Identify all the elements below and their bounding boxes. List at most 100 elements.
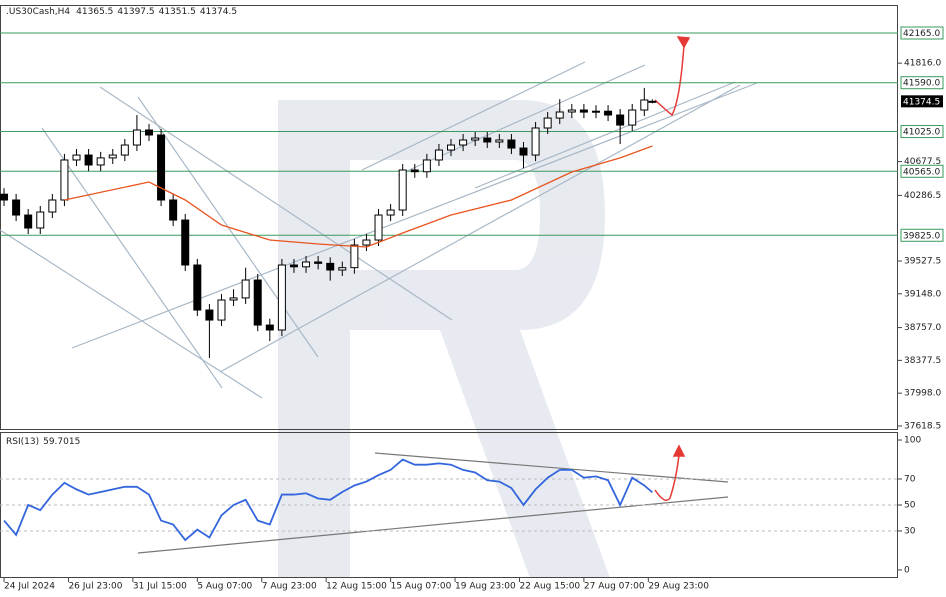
candle-body bbox=[422, 159, 431, 173]
candle-body bbox=[217, 299, 226, 321]
candle-body bbox=[205, 309, 214, 321]
x-tick-label: 22 Aug 15:00 bbox=[519, 582, 580, 592]
candle-body bbox=[241, 279, 250, 299]
candle-body bbox=[519, 147, 528, 156]
candle-body bbox=[338, 267, 347, 271]
level-label-box bbox=[900, 76, 944, 90]
y-tick-label: 40286.5 bbox=[904, 191, 941, 201]
forecast-arrows bbox=[654, 36, 691, 501]
x-tick-label: 31 Jul 15:00 bbox=[133, 582, 187, 592]
candle-body bbox=[434, 149, 443, 161]
candle-body bbox=[386, 209, 395, 216]
x-tick-label: 12 Aug 15:00 bbox=[326, 582, 387, 592]
candle-body bbox=[628, 109, 637, 126]
candle-body bbox=[36, 211, 45, 229]
title: .US30Cash,H4 bbox=[6, 7, 70, 17]
candle-body bbox=[84, 154, 93, 166]
candle-body bbox=[543, 117, 552, 129]
candle-body bbox=[181, 219, 190, 266]
rsi-tick-label: 0 bbox=[904, 565, 910, 575]
ohlc-low: 41351.5 bbox=[159, 7, 196, 17]
candle-body bbox=[48, 199, 57, 213]
level-label-box bbox=[900, 228, 944, 242]
rsi-line bbox=[3, 458, 653, 542]
y-tick-label: 41816.0 bbox=[904, 59, 941, 69]
candle-body bbox=[169, 199, 178, 221]
candle-body bbox=[648, 100, 657, 103]
main-frame bbox=[0, 5, 898, 430]
candle-body bbox=[157, 134, 166, 201]
symbol: .US30Cash,H4 41365.5 41397.5 41351.5 41374.5 bbox=[6, 7, 237, 17]
level-label: 39825.0 bbox=[903, 231, 940, 241]
candle-body bbox=[495, 139, 504, 143]
level-label-box bbox=[900, 164, 944, 178]
ohlc-open: 41365.5 bbox=[76, 7, 113, 17]
x-tick-label: 15 Aug 07:00 bbox=[391, 582, 452, 592]
rsi-tick-label: 30 bbox=[904, 526, 916, 536]
candle-body bbox=[265, 324, 274, 331]
candle-body bbox=[410, 169, 419, 173]
candle-body bbox=[108, 154, 117, 159]
candle-body bbox=[289, 264, 298, 268]
candle-body bbox=[12, 199, 21, 216]
ohlc-close: 41374.5 bbox=[200, 7, 237, 17]
candle-body bbox=[144, 129, 153, 136]
x-tick-label: 24 Jul 2024 bbox=[4, 582, 55, 592]
rsi-label: RSI(13) bbox=[6, 437, 39, 447]
candle-body bbox=[579, 109, 588, 113]
candle-body bbox=[229, 297, 238, 301]
candle-body bbox=[471, 137, 480, 141]
x-tick-label: 19 Aug 23:00 bbox=[455, 582, 516, 592]
y-tick-label: 37618.5 bbox=[904, 421, 941, 431]
candle-body bbox=[459, 139, 468, 146]
level-label: 42165.0 bbox=[903, 29, 940, 39]
level-label-box bbox=[900, 125, 944, 139]
candle-body bbox=[507, 139, 516, 149]
rsi-tick-label: 100 bbox=[904, 436, 921, 446]
candle-body bbox=[314, 261, 323, 264]
ohlc-high: 41397.5 bbox=[117, 7, 154, 17]
candle-body bbox=[132, 129, 141, 146]
candle-body bbox=[616, 114, 625, 126]
rsi-header: RSI(13) 59.7015 bbox=[6, 437, 80, 447]
y-tick-label: 38757.0 bbox=[904, 323, 941, 333]
candle-body bbox=[483, 137, 492, 143]
candle-body bbox=[350, 244, 359, 269]
candle-body bbox=[398, 169, 407, 211]
level-label-box bbox=[900, 26, 944, 40]
candle-body bbox=[96, 157, 105, 166]
candle-body bbox=[604, 110, 613, 116]
candle-body bbox=[555, 111, 564, 119]
y-tick-label: 39148.0 bbox=[904, 289, 941, 299]
price-label: 41374.5 bbox=[903, 97, 940, 107]
x-tick-label: 5 Aug 07:00 bbox=[197, 582, 252, 592]
rsi-tick-label: 50 bbox=[904, 500, 916, 510]
price-box bbox=[901, 95, 943, 108]
candle-body bbox=[72, 154, 81, 161]
y-tick-label: 40677.5 bbox=[904, 157, 941, 167]
y-tick-label: 39527.5 bbox=[904, 256, 941, 266]
candle-body bbox=[0, 193, 9, 201]
candle-body bbox=[24, 214, 33, 229]
candle-body bbox=[591, 110, 600, 113]
rsi-last: 59.7015 bbox=[43, 437, 80, 447]
y-tick-label: 37998.0 bbox=[904, 389, 941, 399]
candle-body bbox=[374, 214, 383, 241]
x-tick-label: 7 Aug 23:00 bbox=[262, 582, 317, 592]
candle-body bbox=[253, 279, 262, 326]
candle-body bbox=[326, 262, 335, 271]
candle-body bbox=[120, 144, 129, 156]
candle-body bbox=[302, 261, 311, 268]
candle-body bbox=[531, 127, 540, 156]
x-tick-label: 29 Aug 23:00 bbox=[648, 582, 709, 592]
candle-body bbox=[193, 264, 202, 311]
x-tick-label: 26 Jul 23:00 bbox=[68, 582, 122, 592]
candle-body bbox=[277, 264, 286, 331]
level-label: 40565.0 bbox=[903, 167, 940, 177]
y-tick-label: 38377.5 bbox=[904, 356, 941, 366]
rsi-trend-lines bbox=[137, 452, 729, 554]
level-label: 41025.0 bbox=[903, 128, 940, 138]
candle-body bbox=[640, 99, 649, 111]
candle-body bbox=[362, 239, 371, 246]
